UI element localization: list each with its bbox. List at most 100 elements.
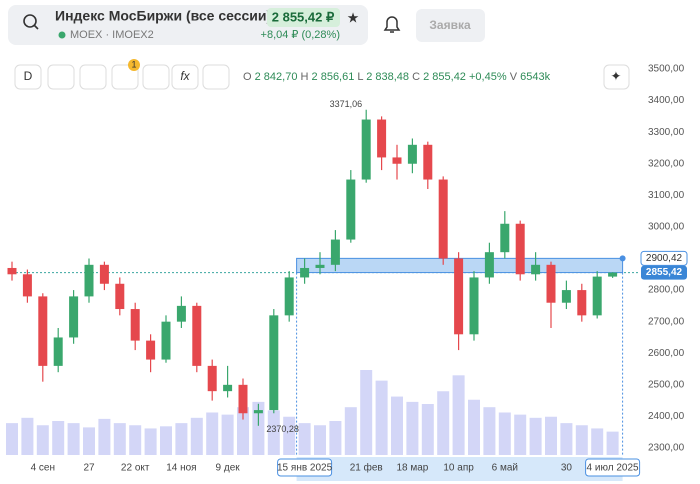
star[interactable]: ★ xyxy=(347,10,360,26)
legend-value: 2 842,70 xyxy=(255,71,298,83)
candle-body xyxy=(53,337,63,366)
volume-bar xyxy=(298,423,311,455)
candle-body xyxy=(300,267,310,278)
price-pill xyxy=(267,8,340,27)
legend-key: O xyxy=(243,71,252,83)
volume-bar xyxy=(406,401,419,455)
volume-bar xyxy=(83,427,95,455)
candle-body xyxy=(484,252,494,278)
candle-body xyxy=(515,223,525,275)
y-tick-label: 2800,00 xyxy=(648,285,685,296)
price-tag xyxy=(640,250,688,266)
indicators[interactable]: fx xyxy=(180,69,190,83)
legend-value: 2 838,48 xyxy=(366,71,409,83)
y-tick-label: 3100,00 xyxy=(648,190,685,201)
candle-body xyxy=(608,272,618,277)
legend-key: V xyxy=(510,71,518,83)
tool-button[interactable] xyxy=(171,64,199,90)
candle-body xyxy=(269,315,279,411)
candle-body xyxy=(315,264,325,268)
price-tag-label: 2900,42 xyxy=(646,253,683,264)
order-button-label[interactable]: Заявка xyxy=(429,18,471,32)
y-tick-label: 3000,00 xyxy=(648,222,685,233)
candle-body xyxy=(330,239,340,265)
bell-icon[interactable] xyxy=(383,16,401,33)
volume-bar xyxy=(6,423,18,455)
x-tick-label: 10 апр xyxy=(443,463,474,474)
interval[interactable]: D xyxy=(24,69,33,83)
instrument-title: Индекс МосБиржи (все сессии) xyxy=(55,8,271,24)
candle-body xyxy=(454,258,464,335)
volume-bar xyxy=(375,380,388,455)
date-highlight xyxy=(585,458,641,477)
volume-bar xyxy=(498,412,511,455)
candle-body xyxy=(546,264,556,303)
volume-bar xyxy=(252,401,265,455)
candle-body xyxy=(469,277,479,335)
x-tick-label: 22 окт xyxy=(121,463,150,474)
x-tick-label: 15 янв 2025 xyxy=(277,463,333,474)
volume-bar xyxy=(67,423,80,455)
badge-count: 1 xyxy=(131,59,136,69)
tool-button[interactable] xyxy=(14,64,42,90)
candle-body xyxy=(7,267,17,275)
candle-body xyxy=(161,321,171,360)
ai-button[interactable] xyxy=(603,64,630,90)
legend-value: +0,45% xyxy=(469,71,507,83)
search-icon xyxy=(33,24,39,30)
x-tick-label: 9 дек xyxy=(216,463,241,474)
y-tick-label: 2500,00 xyxy=(648,379,685,390)
candle-body xyxy=(561,290,571,303)
ai-icon[interactable]: ✦ xyxy=(611,68,622,83)
candle-body xyxy=(253,410,263,414)
volume-bar xyxy=(221,414,234,455)
volume-bar xyxy=(144,428,157,455)
time-axis-selection xyxy=(296,457,623,481)
volume-bar xyxy=(483,407,496,455)
change: +8,04 ₽ (0,28%) xyxy=(261,29,340,41)
candle-body xyxy=(130,309,140,341)
volume-bar xyxy=(591,428,604,455)
candle-body xyxy=(69,296,79,338)
min-label: 2370,28 xyxy=(266,424,299,434)
tool-button[interactable] xyxy=(202,64,230,90)
candle-body xyxy=(84,264,94,297)
volume-bar xyxy=(545,416,557,455)
volume-bar xyxy=(267,410,280,455)
x-tick-label: 21 фев xyxy=(350,462,383,474)
ohlc-legend: O 2 842,70 H 2 856,61 L 2 838,48 C 2 855… xyxy=(243,71,551,83)
order-button[interactable] xyxy=(416,9,485,42)
volume-bar xyxy=(421,404,434,455)
candle-body xyxy=(531,264,541,275)
volume-bar xyxy=(206,412,219,455)
y-tick-label: 2600,00 xyxy=(648,348,685,359)
candle-body xyxy=(423,144,433,180)
tool-button[interactable] xyxy=(47,64,75,90)
badge xyxy=(128,59,140,71)
x-tick-label: 4 июл 2025 xyxy=(587,463,640,474)
legend-value: 2 856,61 xyxy=(312,71,355,83)
x-tick-label: 30 xyxy=(561,463,573,474)
candle-body xyxy=(577,290,587,316)
tool-button[interactable] xyxy=(142,64,170,90)
volume-bar xyxy=(514,414,527,455)
tool-button[interactable] xyxy=(79,64,107,90)
candle-body xyxy=(500,223,510,253)
volume-bar xyxy=(283,416,296,455)
candle-body xyxy=(346,179,356,240)
volume-bar xyxy=(468,399,480,455)
candle-body xyxy=(223,384,233,392)
search-icon[interactable] xyxy=(23,14,37,28)
zone-handle xyxy=(619,255,626,262)
y-tick-label: 3500,00 xyxy=(648,64,685,75)
tool-button[interactable] xyxy=(111,64,139,90)
volume-bar xyxy=(329,421,342,455)
candle-body xyxy=(146,340,156,360)
candle-body xyxy=(176,305,186,322)
volume-bar xyxy=(237,407,249,455)
price: 2 855,42 ₽ xyxy=(272,9,335,24)
volume-bar xyxy=(36,425,49,455)
date-highlight xyxy=(277,458,333,477)
candle-body xyxy=(438,179,448,259)
